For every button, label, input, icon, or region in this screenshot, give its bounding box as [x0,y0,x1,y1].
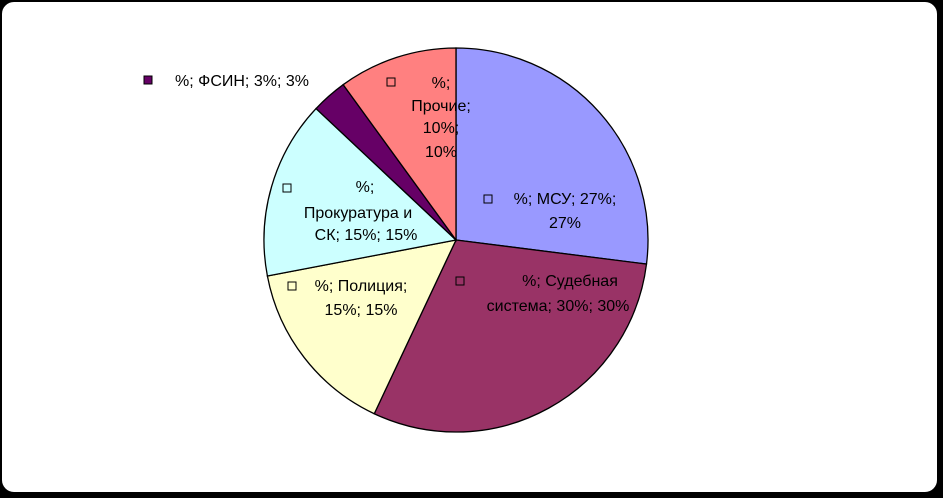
data-label-key [386,77,396,87]
pie-slice [342,47,457,243]
data-label-text: %; [356,179,375,196]
data-label-text: %; Полиция; [315,278,408,295]
data-label-key [143,75,153,85]
pie-slice [373,239,648,433]
data-label-key [483,194,493,204]
data-label-key [455,276,465,286]
data-label-key [287,281,297,291]
data-labels: %; МСУ; 27%; 27% %; Судебная система; 30%; … [143,73,630,319]
data-label-text: система; 30%; 30% [487,298,630,315]
pie-slice [263,107,458,277]
pie-slice [455,47,649,265]
data-label-text: %; Судебная [522,273,618,290]
data-label-text: Прокуратура и [304,205,412,222]
pie-slices [263,47,649,433]
data-label-text: Прочие; [411,98,471,115]
data-label-key [282,183,292,193]
data-label-text: 15%; 15% [325,302,398,319]
data-label-text: %; ФСИН; 3%; 3% [175,73,309,90]
data-label-text: 27% [549,215,581,232]
pie-slice [266,239,458,415]
data-label-text: %; [432,75,451,92]
data-label-text: 10%; [423,120,459,137]
data-label-text: %; МСУ; 27%; [514,191,617,208]
data-label-text: 10% [425,144,457,161]
data-label-text: СК; 15%; 15% [315,227,418,244]
